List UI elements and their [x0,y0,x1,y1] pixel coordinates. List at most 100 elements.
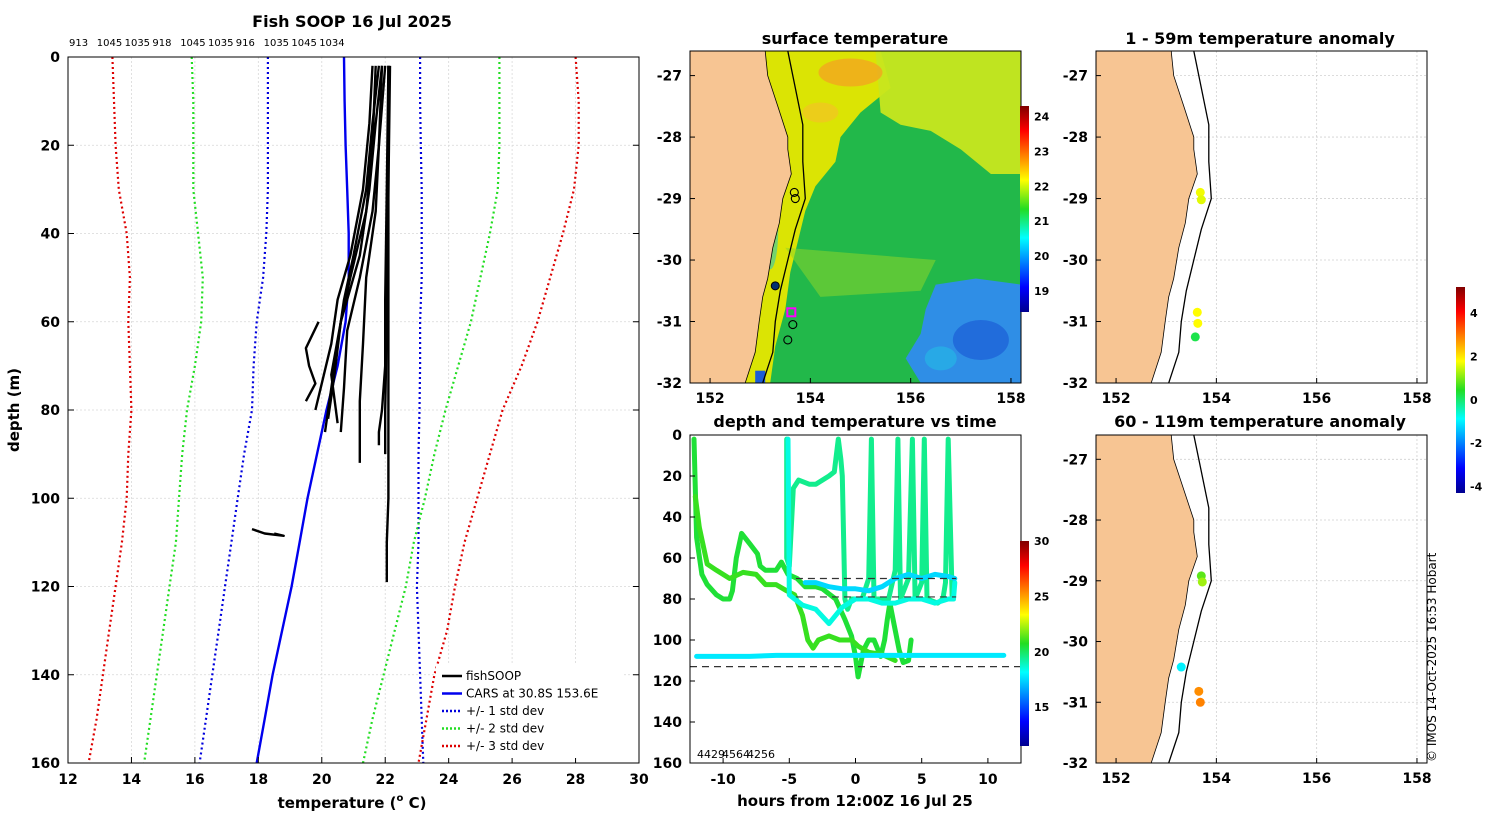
timeseries-xlabel: hours from 12:00Z 16 Jul 25 [737,792,973,810]
fishsoop-cast-line [358,65,384,463]
legend-label: CARS at 30.8S 153.6E [466,687,598,701]
sst-colorbar-tick: 23 [1034,145,1049,158]
profile-xlabel: temperature (o C) [278,793,427,812]
timeseries-xtick-label: 10 [978,772,998,788]
anomaly-deep-isobath [1168,435,1212,763]
profile-series [87,57,580,763]
profile-xtick-label: 16 [185,772,204,788]
profile-cast-numbers: 913 1045 1035 918 1045 1035 916 1035 1045 1034 [69,38,345,49]
sst-warm-patch [818,58,883,87]
profile-cast-number: 918 [152,38,171,49]
sst-colorbar-tick: 19 [1034,285,1049,298]
std-dev-line [417,57,580,763]
timeseries-xtick-label: 0 [851,772,861,788]
anomaly-deep-xtick-label: 158 [1402,771,1431,787]
anomaly-shallow-isobath [1168,51,1212,383]
profile-ytick-label: 60 [41,315,61,331]
sst-cast-marker [783,335,793,345]
anomaly-deep-ytick-label: -32 [1063,756,1088,772]
anomaly-deep-point [1197,577,1207,587]
profile-ytick-label: 80 [41,403,61,419]
sst-ytick-label: -29 [657,192,682,208]
std-dev-line [198,57,269,763]
anomaly-shallow-point [1190,332,1200,342]
sst-cast-marker [770,281,780,291]
legend-label: fishSOOP [466,669,521,683]
anomaly-shallow-map: 152 154 156 158 -27 -28 -29 -30 -31 -32 1 - 59m t… [1063,29,1432,407]
profile-cast-number: 916 [236,38,255,49]
timeseries-colorbar-tick: 25 [1034,590,1049,603]
profile-cast-number: 1045 [97,38,122,49]
profile-ytick-label: 20 [41,138,61,154]
timeseries-ytick-label: 120 [653,674,682,690]
anomaly-colorbar-tick: -2 [1470,437,1482,450]
std-dev-line [361,57,501,763]
profile-title: Fish SOOP 16 Jul 2025 [252,12,452,31]
profile-cast-number: 913 [69,38,88,49]
anomaly-shallow-ticks: 152 154 156 158 -27 -28 -29 -30 -31 -32 [1063,69,1432,407]
profile-cast-number: 1035 [264,38,289,49]
sst-map: 152 154 156 158 -27 -28 -29 -30 -31 -32 surface t… [657,29,1050,407]
anomaly-colorbar-ticks: -4 -2 0 2 4 [1470,307,1483,493]
timeseries-track [802,571,958,594]
profile-xtick-label: 24 [439,772,459,788]
anomaly-deep-ytick-label: -29 [1063,574,1088,590]
sst-colorbar-ticks: 19 20 21 22 23 24 [1034,110,1050,298]
timeseries-ytick-label: 140 [653,715,682,731]
sst-colorbar-tick: 22 [1034,180,1049,193]
legend-label: +/- 2 std dev [466,722,544,736]
timeseries-cast-label: 4256 [747,748,775,761]
sst-northeast-water [875,51,1021,174]
sst-xtick-label: 156 [896,391,925,407]
sst-xtick-label: 154 [796,391,825,407]
profile-ytick-label: 40 [41,227,61,243]
anomaly-shallow-point [1192,307,1202,317]
timeseries-ytick-label: 20 [663,469,683,485]
profile-ytick-label: 0 [50,50,60,66]
profile-ytick-label: 100 [31,491,60,507]
sst-cast-marker [789,187,799,197]
timeseries-colorbar [1020,541,1029,746]
sst-xtick-label: 158 [996,391,1025,407]
anomaly-deep-land [1096,435,1198,763]
profile-xtick-label: 28 [566,772,585,788]
anomaly-shallow-ytick-label: -30 [1063,253,1089,269]
timeseries-title: depth and temperature vs time [713,412,996,431]
sst-ytick-label: -30 [657,253,683,269]
sst-warm-patch [802,102,839,123]
sst-ytick-label: -27 [657,69,682,85]
timeseries-xtick-label: -10 [710,772,736,788]
anomaly-shallow-xtick-label: 154 [1202,391,1231,407]
std-dev-line [143,57,204,763]
profile-cast-number: 1045 [291,38,316,49]
anomaly-deep-ytick-label: -31 [1063,695,1088,711]
anomaly-shallow-ytick-label: -29 [1063,192,1088,208]
cars-climatology-line [255,57,350,763]
profile-xtick-label: 12 [58,772,77,788]
anomaly-shallow-ytick-label: -28 [1063,130,1088,146]
anomaly-colorbar-tick: 2 [1470,350,1478,363]
profile-legend: fishSOOP CARS at 30.8S 153.6E +/- 1 std de… [436,664,622,758]
anomaly-shallow-content [1096,51,1427,383]
timeseries-cast-label: 4429 [697,748,725,761]
profile-chart: 12 14 16 18 20 22 24 26 28 30 0 20 40 60 80 100 120 140 16… [5,12,649,812]
anomaly-shallow-ytick-label: -32 [1063,376,1088,392]
anomaly-deep-title: 60 - 119m temperature anomaly [1114,412,1406,431]
anomaly-shallow-ytick-label: -31 [1063,315,1088,331]
timeseries-ytick-label: 100 [653,633,682,649]
timeseries-ytick-label: 40 [663,510,683,526]
anomaly-deep-point [1194,686,1204,696]
fishsoop-cast-line [326,65,377,419]
timeseries-track [691,436,914,680]
anomaly-shallow-point [1193,318,1203,328]
anomaly-deep-xtick-label: 156 [1302,771,1331,787]
anomaly-deep-map: 152 154 156 158 -27 -28 -29 -30 -31 -32 60 - 119m… [1063,412,1432,787]
legend-label: +/- 3 std dev [466,739,544,753]
sst-land [690,51,792,383]
profile-cast-number: 1035 [125,38,150,49]
sst-ticks: 152 154 156 158 -27 -28 -29 -30 -31 -32 [657,69,1026,407]
profile-xtick-label: 26 [502,772,521,788]
std-dev-line [87,57,133,763]
